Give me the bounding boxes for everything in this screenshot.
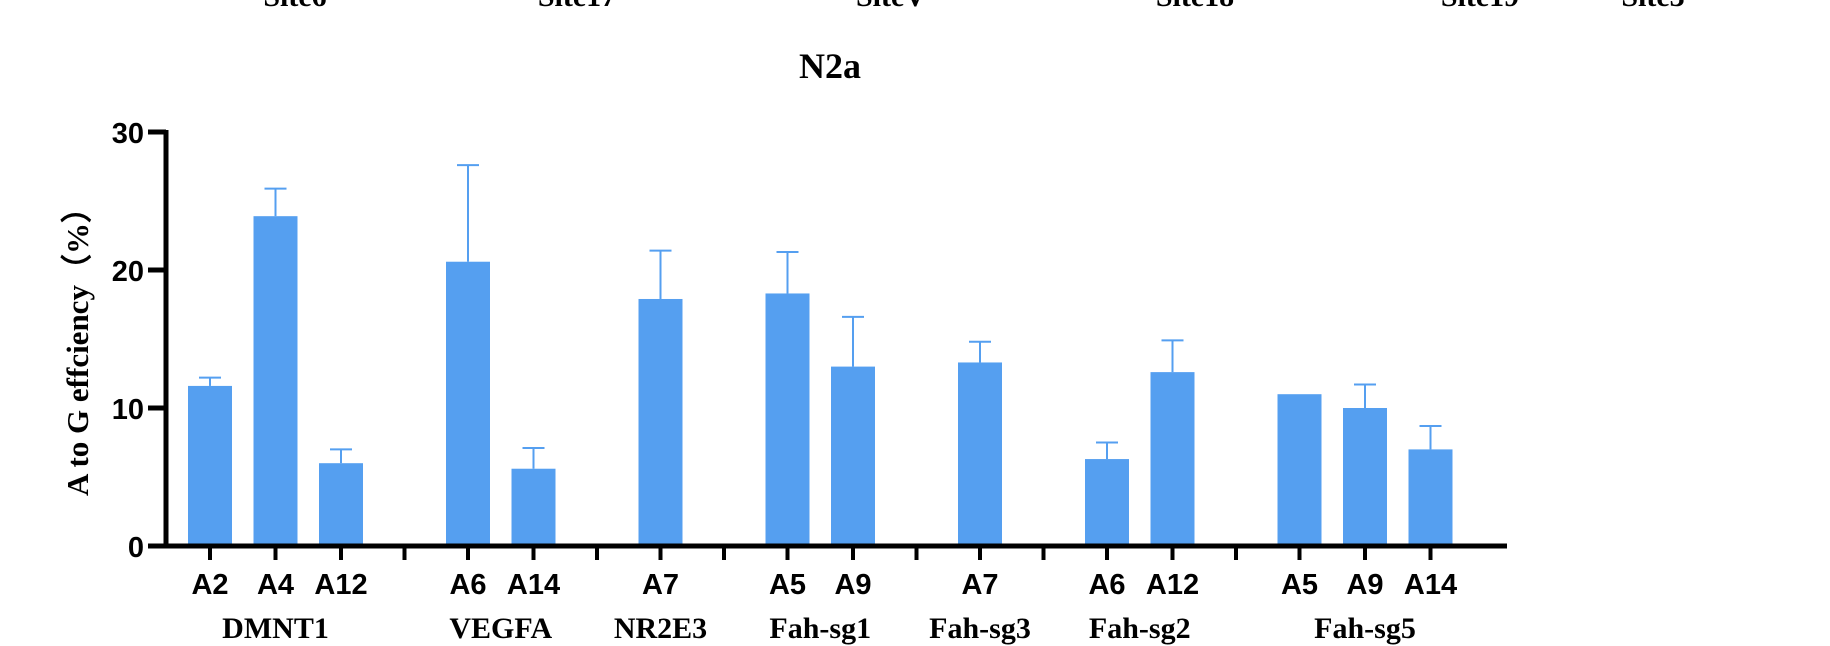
x-tick-label: A5 xyxy=(1281,569,1318,601)
group-label: DMNT1 xyxy=(222,612,329,645)
group-label: Fah-sg5 xyxy=(1314,612,1416,645)
bar xyxy=(765,293,810,546)
top-site-label: Site3 xyxy=(1621,0,1684,13)
chart-title: N2a xyxy=(799,46,861,86)
x-tick-label: A12 xyxy=(1146,569,1199,601)
x-tick-label: A6 xyxy=(1088,569,1125,601)
top-site-label: Site18 xyxy=(1156,0,1234,13)
bar xyxy=(188,385,232,546)
bars-layer xyxy=(188,216,1453,546)
group-label: Fah-sg2 xyxy=(1089,612,1191,645)
y-tick-label: 20 xyxy=(112,256,144,288)
axes-layer xyxy=(148,129,1507,560)
bar xyxy=(638,298,683,546)
x-tick-label: A14 xyxy=(1404,569,1457,601)
bar xyxy=(1277,394,1322,546)
x-tick-label: A6 xyxy=(449,569,486,601)
y-tick-label: 10 xyxy=(112,394,144,426)
bar xyxy=(1408,449,1453,546)
bar xyxy=(253,216,298,546)
x-tick-label: A12 xyxy=(314,569,367,601)
group-label: Fah-sg3 xyxy=(929,612,1031,645)
bar xyxy=(831,366,875,546)
group-label: NR2E3 xyxy=(614,612,707,645)
top-site-label: Site17 xyxy=(538,0,616,13)
previous-panel-site-labels: Site6 Site17 SiteV Site18 Site19 Site3 xyxy=(263,0,1684,13)
bar xyxy=(511,468,556,546)
top-site-label: Site19 xyxy=(1441,0,1519,13)
x-tick-label: A9 xyxy=(834,569,871,601)
top-site-label: SiteV xyxy=(856,0,926,13)
y-axis-label: A to G effciency（%） xyxy=(60,192,95,496)
bar xyxy=(446,261,490,546)
bar xyxy=(319,463,363,546)
x-tick-label: A7 xyxy=(961,569,998,601)
x-tick-label: A4 xyxy=(257,569,294,601)
x-tick-label: A5 xyxy=(769,569,806,601)
x-tick-label: A9 xyxy=(1346,569,1383,601)
group-label: VEGFA xyxy=(449,612,552,645)
x-tick-label: A7 xyxy=(642,569,679,601)
y-tick-label: 0 xyxy=(128,532,144,564)
x-tick-label: A2 xyxy=(191,569,228,601)
error-bars-layer xyxy=(199,164,1442,469)
tick-labels-layer: A2 A4 A12 DMNT1 A6 A14 VEGFA A7 NR2E3 A5 A9 Fah-sg1… xyxy=(112,118,1457,645)
group-label: Fah-sg1 xyxy=(769,612,871,645)
bar xyxy=(1343,408,1387,546)
top-site-label: Site6 xyxy=(263,0,326,13)
bar xyxy=(1150,372,1195,546)
bar xyxy=(1085,459,1129,546)
x-tick-label: A14 xyxy=(507,569,560,601)
y-tick-label: 30 xyxy=(112,118,144,150)
bar xyxy=(958,362,1002,546)
